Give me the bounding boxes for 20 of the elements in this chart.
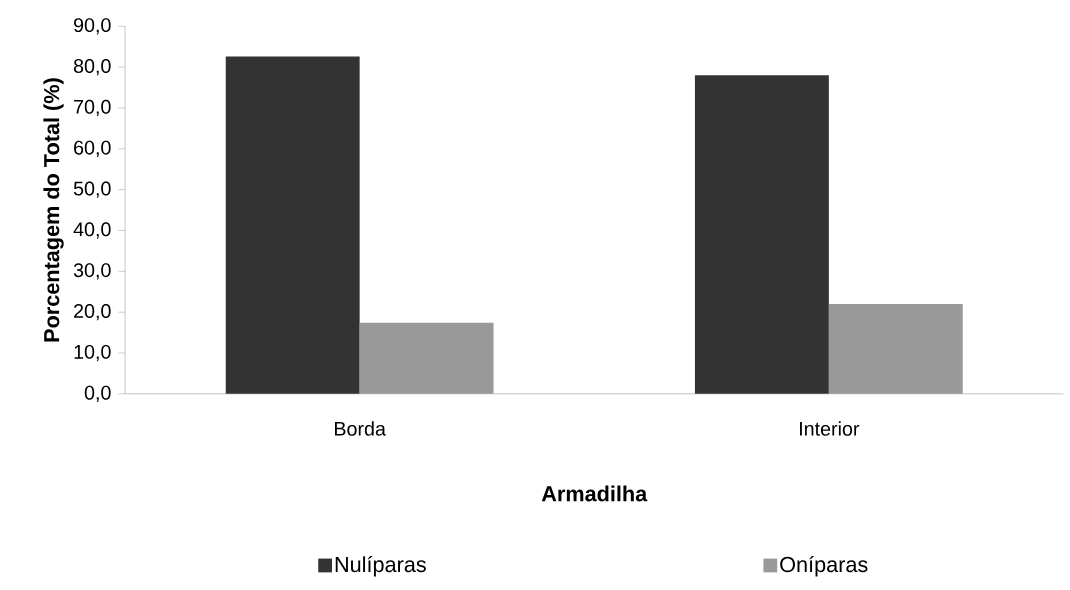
bar bbox=[694, 75, 829, 394]
y-tick-label: 20,0 bbox=[74, 304, 111, 321]
legend-label: Oníparas bbox=[780, 556, 868, 577]
y-tick-label: 80,0 bbox=[73, 59, 111, 76]
y-tick-label: 50,0 bbox=[73, 181, 111, 198]
y-tick-label: 30,0 bbox=[73, 263, 111, 280]
y-tick-label: 60,0 bbox=[74, 140, 111, 158]
y-tick-label: 0,0 bbox=[84, 385, 111, 403]
y-tick-label: 10,0 bbox=[74, 344, 111, 362]
legend-label: Nulíparas bbox=[335, 556, 426, 577]
x-tick-label: Interior bbox=[800, 421, 860, 436]
bar bbox=[225, 56, 360, 394]
x-tick-label: Borda bbox=[335, 421, 386, 436]
y-tick-label: 40,0 bbox=[73, 222, 111, 239]
y-tick-label: 90,0 bbox=[74, 18, 111, 35]
y-axis-title: Porcentagem do Total (%) bbox=[43, 78, 64, 342]
y-tick-label: 70,0 bbox=[74, 99, 111, 117]
bar bbox=[359, 322, 494, 394]
bar bbox=[828, 304, 963, 394]
x-axis-title: Armadilha bbox=[541, 485, 648, 502]
